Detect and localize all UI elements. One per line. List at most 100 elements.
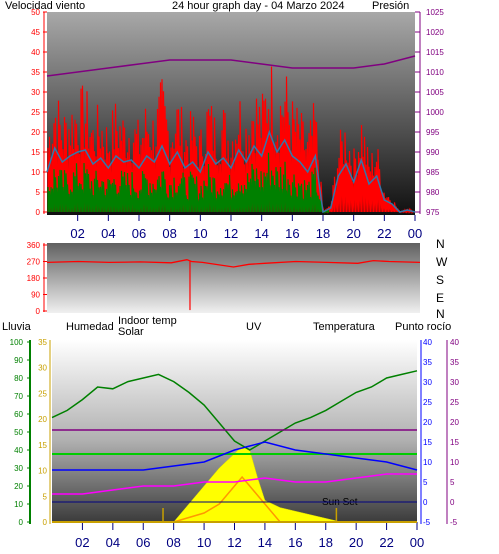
hum-tick-8: 80 xyxy=(14,374,23,383)
dir-plot-bg xyxy=(47,243,420,313)
pressure-tick-1: 980 xyxy=(426,188,440,197)
pressure-line xyxy=(46,55,416,77)
dir-label-n1: N xyxy=(436,237,445,251)
speed-tick-7: 35 xyxy=(31,68,40,77)
pressure-tick-8: 1015 xyxy=(426,48,444,57)
temp-tick-9: 40 xyxy=(423,338,432,347)
hum-tick-7: 70 xyxy=(14,392,23,401)
speed-tick-2: 10 xyxy=(31,168,40,177)
dew-tick-0: -5 xyxy=(450,518,458,527)
pressure-tick-10: 1025 xyxy=(426,8,444,17)
hum-tick-2: 20 xyxy=(14,482,23,491)
top-x-tick-8: 18 xyxy=(316,226,330,241)
rain-tick-7: 35 xyxy=(38,338,47,347)
dew-tick-1: 0 xyxy=(450,498,455,507)
dewpoint-line xyxy=(52,473,417,495)
hum-tick-6: 60 xyxy=(14,410,23,419)
dir-tick-0: 0 xyxy=(36,307,41,316)
rain-tick-1: 5 xyxy=(43,492,48,501)
rain-tick-0: 0 xyxy=(43,518,48,527)
temp-tick-5: 20 xyxy=(423,418,432,427)
rain-tick-2: 10 xyxy=(38,467,47,476)
dir-tick-3: 270 xyxy=(27,258,41,267)
speed-tick-0: 0 xyxy=(36,208,41,217)
dir-label-n2: N xyxy=(436,307,445,321)
speed-tick-1: 5 xyxy=(36,188,41,197)
speed-tick-4: 20 xyxy=(31,128,40,137)
hum-tick-9: 90 xyxy=(14,356,23,365)
speed-tick-8: 40 xyxy=(31,48,40,57)
dir-label-s: S xyxy=(436,273,444,287)
top-x-tick-2: 06 xyxy=(132,226,146,241)
hum-tick-1: 10 xyxy=(14,500,23,509)
bottom-x-tick-0: 02 xyxy=(75,535,89,550)
pressure-tick-4: 995 xyxy=(426,128,440,137)
bottom-x-tick-7: 16 xyxy=(288,535,302,550)
speed-tick-9: 45 xyxy=(31,28,40,37)
pressure-tick-3: 990 xyxy=(426,148,440,157)
dewpoint-label: Punto rocío xyxy=(395,321,451,333)
wind-avg-bars xyxy=(47,152,330,215)
pressure-tick-6: 1005 xyxy=(426,88,444,97)
bottom-x-tick-3: 08 xyxy=(166,535,180,550)
dir-tick-4: 360 xyxy=(27,241,41,250)
rain-tick-4: 20 xyxy=(38,415,47,424)
dir-label-w: W xyxy=(436,255,448,269)
top-x-tick-3: 08 xyxy=(162,226,176,241)
hum-tick-10: 100 xyxy=(10,338,24,347)
chart-title: 24 hour graph day - 04 Marzo 2024 xyxy=(172,0,344,12)
solar-label: Solar xyxy=(118,326,144,338)
dew-tick-5: 20 xyxy=(450,418,459,427)
top-x-tick-0: 02 xyxy=(70,226,84,241)
bottom-x-tick-10: 22 xyxy=(379,535,393,550)
temp-tick-3: 10 xyxy=(423,458,432,467)
wind-speed-label: Velocidad viento xyxy=(5,0,85,12)
hum-tick-0: 0 xyxy=(19,518,24,527)
pressure-tick-9: 1020 xyxy=(426,28,444,37)
dew-tick-4: 15 xyxy=(450,438,459,447)
dew-tick-3: 10 xyxy=(450,458,459,467)
pressure-tick-2: 985 xyxy=(426,168,440,177)
dir-tick-2: 180 xyxy=(27,274,41,283)
dew-tick-2: 5 xyxy=(450,478,455,487)
uv-label: UV xyxy=(246,321,262,333)
pressure-label: Presión xyxy=(372,0,409,12)
hum-tick-4: 40 xyxy=(14,446,23,455)
bottom-x-tick-5: 12 xyxy=(227,535,241,550)
hum-tick-3: 30 xyxy=(14,464,23,473)
top-x-tick-6: 14 xyxy=(254,226,268,241)
top-x-tick-7: 16 xyxy=(285,226,299,241)
bottom-x-tick-6: 14 xyxy=(258,535,272,550)
pressure-tick-0: 975 xyxy=(426,208,440,217)
top-x-tick-5: 12 xyxy=(224,226,238,241)
dir-tick-1: 90 xyxy=(31,291,40,300)
dew-tick-6: 25 xyxy=(450,398,459,407)
rain-label: Lluvia xyxy=(2,321,32,333)
rain-tick-5: 25 xyxy=(38,389,47,398)
speed-tick-6: 30 xyxy=(31,88,40,97)
temp-tick-6: 25 xyxy=(423,398,432,407)
indoor-temp-label: Indoor temp xyxy=(118,315,177,327)
temp-tick-4: 15 xyxy=(423,438,432,447)
pressure-tick-7: 1010 xyxy=(426,68,444,77)
dir-label-e: E xyxy=(436,291,444,305)
bottom-x-tick-4: 10 xyxy=(197,535,211,550)
rain-tick-6: 30 xyxy=(38,364,47,373)
bottom-x-tick-1: 04 xyxy=(106,535,120,550)
top-x-tick-11: 00 xyxy=(408,226,422,241)
temperature-label: Temperatura xyxy=(313,321,376,333)
hum-tick-5: 50 xyxy=(14,428,23,437)
dew-tick-8: 35 xyxy=(450,358,459,367)
top-x-tick-1: 04 xyxy=(101,226,115,241)
top-x-tick-9: 20 xyxy=(346,226,360,241)
pressure-tick-5: 1000 xyxy=(426,108,444,117)
humidity-label: Humedad xyxy=(66,321,114,333)
direction-line xyxy=(46,259,421,268)
humidity-line xyxy=(51,370,418,451)
uv-line xyxy=(173,475,281,523)
wind-mean-line xyxy=(46,129,416,214)
temp-tick-2: 5 xyxy=(423,478,428,487)
temp-tick-0: -5 xyxy=(423,518,431,527)
dew-tick-7: 30 xyxy=(450,378,459,387)
